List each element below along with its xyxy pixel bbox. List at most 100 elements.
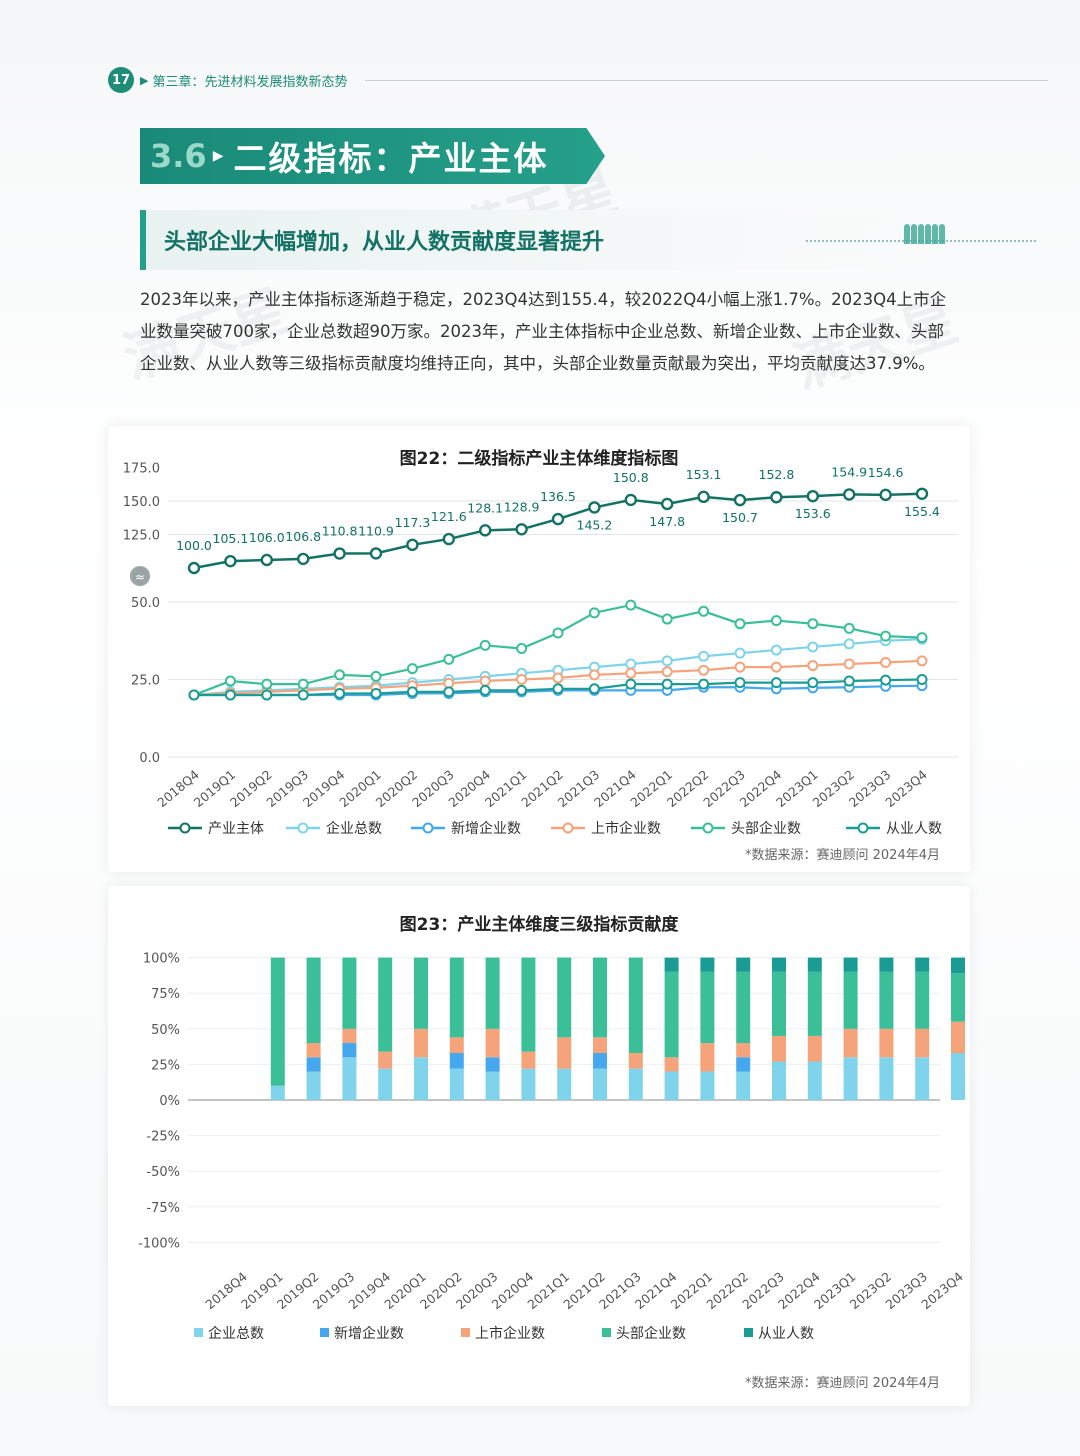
bar-segment [879, 1028, 894, 1058]
body-paragraph: 2023年以来，产业主体指标逐渐趋于稳定，2023Q4达到155.4，较2022… [140, 290, 947, 373]
bar-segment [306, 1057, 321, 1072]
legend-label: 新增企业数 [334, 1325, 404, 1342]
main-series-point [733, 493, 747, 507]
y-tick-label: 50.0 [131, 596, 160, 611]
bar-segment [915, 957, 930, 972]
series-point [334, 687, 346, 699]
figure-23-source: *数据来源：赛迪顾问 2024年4月 [745, 1376, 940, 1391]
data-label: 121.6 [431, 509, 467, 524]
series-point [588, 669, 600, 681]
legend-swatch [461, 1328, 470, 1337]
y-tick-label: -50% [146, 1165, 180, 1180]
bar-segment [700, 1043, 715, 1072]
data-label: 152.8 [759, 467, 795, 482]
figure-23-chart: 100%75%50%25%0%-25%-50%-75%-100%2018Q420… [138, 952, 966, 1342]
bar-segment [807, 1061, 822, 1100]
series-point [516, 643, 528, 654]
series-point [734, 618, 746, 630]
y-tick-label: -75% [146, 1201, 180, 1216]
legend-marker [297, 822, 309, 834]
series-point [661, 666, 673, 678]
main-series-point [187, 561, 201, 575]
page-header: 17 ▶ 第三章：先进材料发展指数新态势 [108, 66, 1048, 94]
legend-label: 从业人数 [758, 1326, 814, 1342]
series-point [661, 678, 673, 690]
data-label: 100.0 [176, 538, 212, 553]
main-series-point [369, 547, 383, 560]
bar-segment [628, 1068, 643, 1100]
series-point [552, 672, 564, 684]
y-tick-label: 100% [143, 952, 180, 967]
bar-segment [414, 1057, 428, 1100]
bar-segment [700, 957, 715, 972]
series-point [552, 683, 564, 695]
main-series-point [442, 532, 455, 546]
legend-marker [702, 822, 714, 834]
series-point [698, 678, 710, 690]
series-point [807, 641, 819, 653]
data-label: 155.4 [904, 504, 940, 519]
bar-segment [449, 1037, 464, 1054]
series-point [588, 683, 600, 695]
legend-label: 上市企业数 [591, 820, 661, 837]
data-label: 147.8 [649, 514, 685, 529]
series-point [843, 675, 855, 687]
legend-marker [562, 822, 574, 834]
data-label: 145.2 [577, 517, 613, 532]
series-point [661, 613, 673, 625]
main-series-point [260, 553, 274, 567]
bar-segment [843, 1028, 858, 1058]
bar-segment [593, 957, 607, 1038]
series-point [698, 664, 710, 676]
bar-segment [270, 957, 285, 1086]
bar-segment [664, 957, 679, 972]
bar-segment [342, 1043, 357, 1058]
data-label: 136.5 [540, 489, 576, 504]
series-point [370, 687, 382, 699]
section-banner: 3.6 ▶ 二级指标：产业主体 [140, 128, 605, 184]
bar-segment [736, 1043, 751, 1058]
data-label: 128.9 [504, 499, 540, 514]
series-point [224, 675, 236, 687]
legend-swatch [320, 1328, 329, 1337]
header-arrow-icon: ▶ [140, 73, 149, 87]
y-tick-label: -100% [138, 1236, 180, 1251]
section-title: 二级指标：产业主体 [233, 139, 549, 178]
data-label: 154.6 [868, 465, 904, 480]
main-series-point [479, 524, 492, 537]
bar-segment [807, 957, 822, 972]
main-series-point [879, 488, 892, 502]
bar-segment [736, 1057, 751, 1072]
bar-segment [593, 1037, 607, 1054]
bar-segment [879, 1057, 894, 1100]
legend-label: 企业总数 [326, 820, 382, 837]
series-point [880, 674, 892, 686]
series-point [261, 689, 273, 701]
main-series-point [843, 488, 856, 501]
bar-segment [879, 971, 894, 1029]
series-point [770, 661, 782, 673]
bar-segment [664, 1057, 679, 1072]
series-point [880, 656, 892, 668]
series-point [843, 638, 855, 650]
y-tick-label: 125.0 [123, 529, 160, 544]
series-point [880, 630, 892, 642]
bar-segment [807, 1035, 822, 1062]
legend-label: 从业人数 [886, 821, 942, 837]
bar-segment [772, 1061, 786, 1100]
series-point [734, 647, 746, 659]
y-tick-label: 0.0 [139, 751, 160, 766]
series-point [807, 660, 819, 672]
bar-segment [485, 957, 500, 1029]
bar-segment [915, 971, 930, 1029]
bar-segment [736, 971, 751, 1044]
series-point [807, 618, 819, 630]
series-point [916, 674, 928, 685]
bar-segment [628, 1053, 643, 1069]
series-point [734, 677, 746, 689]
bar-segment [557, 1037, 572, 1069]
series-point [443, 653, 455, 665]
axis-break-symbol: ≈ [135, 570, 145, 584]
main-series-point [333, 547, 346, 560]
